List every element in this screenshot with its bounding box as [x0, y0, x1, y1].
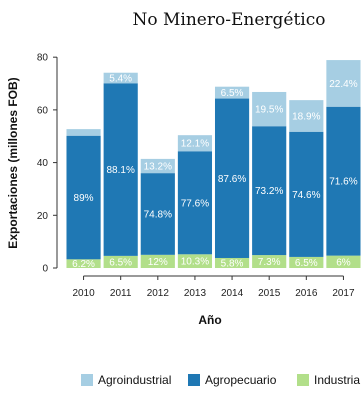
bars-group	[66, 60, 361, 268]
x-axis-title: Año	[198, 313, 221, 327]
bar-segment	[140, 173, 175, 255]
bar-labels-group: 6.2% 89% 6.5% 88.1% 5.4% 12% 74.8% 13.2% 10.3% 77…	[72, 73, 358, 270]
bar-segment	[140, 254, 175, 268]
legend-label: Agroindustrial	[98, 373, 171, 387]
bar-value-label: 6%	[336, 257, 351, 268]
y-tick-label: 20	[37, 211, 49, 222]
bar-segment	[66, 129, 101, 136]
bar-segment	[103, 83, 138, 256]
bar-value-label: 74.8%	[144, 209, 172, 220]
legend-swatch	[188, 374, 200, 386]
bar-segment	[103, 72, 138, 84]
bar-segment	[214, 86, 250, 99]
legend-label: Industria	[314, 373, 360, 387]
bar-value-label: 13.2%	[144, 162, 172, 173]
bar-value-label: 12.1%	[181, 139, 209, 150]
bar-value-label: 7.3%	[258, 257, 281, 268]
bar-value-label: 6.5%	[109, 257, 132, 268]
legend-swatch	[81, 374, 93, 386]
bar-value-label: 88.1%	[107, 165, 135, 176]
x-tick-label: 2016	[295, 288, 318, 299]
bar-segment	[289, 100, 324, 132]
bar-value-label: 6.2%	[72, 259, 95, 270]
y-tick-label: 40	[37, 158, 49, 169]
x-tick-label: 2010	[72, 288, 95, 299]
x-tick-label: 2017	[332, 288, 355, 299]
y-tick-label: 0	[42, 264, 48, 275]
bar-value-label: 5.8%	[221, 258, 244, 269]
bar-value-label: 6.5%	[221, 88, 244, 99]
x-axis: 2010 2011 2012 2013 2014 2015 2016 2017	[72, 275, 355, 299]
bar-segment	[252, 255, 287, 268]
bar-value-label: 77.6%	[181, 198, 209, 209]
bar-value-label: 89%	[74, 193, 94, 204]
x-tick-label: 2013	[184, 288, 207, 299]
bar-value-label: 74.6%	[292, 190, 320, 201]
x-tick-label: 2015	[258, 288, 281, 299]
bar-value-label: 12%	[148, 257, 168, 268]
bar-segment	[252, 126, 287, 256]
bar-segment	[289, 131, 324, 257]
bar-segment	[140, 158, 175, 174]
bar-segment	[326, 60, 361, 107]
bar-value-label: 5.4%	[109, 73, 132, 84]
y-tick-label: 60	[37, 105, 49, 116]
bar-segment	[289, 256, 324, 268]
bar-segment	[177, 135, 213, 152]
legend-label: Agropecuario	[205, 373, 277, 387]
bar-segment	[177, 254, 213, 268]
bar-segment	[214, 98, 250, 258]
x-tick-label: 2011	[110, 288, 132, 299]
bar-value-label: 22.4%	[329, 79, 357, 90]
y-tick-label: 80	[37, 53, 49, 64]
y-axis: 0 20 40 60 80	[37, 53, 58, 275]
chart-title: No Minero-Energético	[133, 10, 326, 30]
bar-value-label: 10.3%	[181, 257, 209, 268]
bar-segment	[66, 259, 101, 268]
bar-value-label: 18.9%	[292, 111, 320, 122]
x-tick-label: 2012	[147, 288, 170, 299]
bar-value-label: 71.6%	[329, 177, 357, 188]
bar-segment	[326, 106, 361, 256]
bar-segment	[103, 255, 138, 268]
legend-swatch	[297, 374, 309, 386]
bar-value-label: 73.2%	[255, 186, 283, 197]
bar-value-label: 87.6%	[218, 174, 246, 185]
x-tick-label: 2014	[221, 288, 244, 299]
y-axis-title: Exportaciones (millones FOB)	[6, 77, 20, 248]
bar-segment	[177, 151, 213, 255]
bar-value-label: 6.5%	[295, 258, 318, 269]
bar-segment	[326, 255, 361, 268]
bar-segment	[252, 91, 287, 127]
bar-segment	[214, 257, 250, 268]
bar-segment	[66, 135, 101, 260]
bar-value-label: 19.5%	[255, 105, 283, 116]
legend: Agroindustrial Agropecuario Industria	[81, 373, 360, 387]
